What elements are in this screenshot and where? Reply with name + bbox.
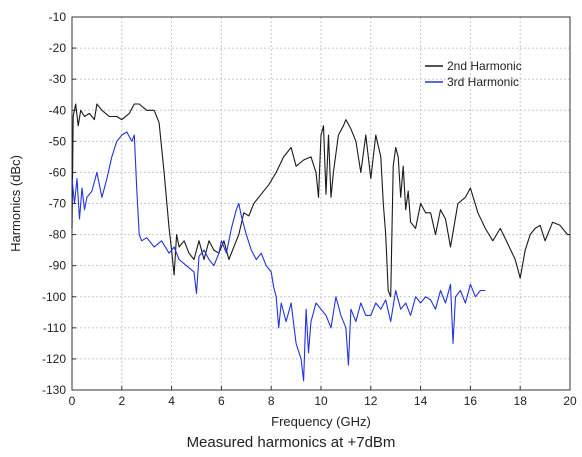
x-tick-label: 16 <box>464 394 478 408</box>
y-tick-label: -100 <box>42 290 66 304</box>
y-tick-label: -90 <box>49 259 67 273</box>
y-tick-label: -60 <box>49 165 67 179</box>
x-axis-label: Frequency (GHz) <box>271 414 371 429</box>
x-tick-label: 8 <box>268 394 275 408</box>
x-tick-label: 14 <box>414 394 428 408</box>
y-axis-label: Harmonics (dBc) <box>8 155 23 252</box>
x-tick-label: 10 <box>314 394 328 408</box>
y-tick-label: -50 <box>49 134 67 148</box>
y-tick-label: -70 <box>49 197 67 211</box>
y-tick-label: -10 <box>49 10 67 24</box>
x-tick-label: 4 <box>168 394 175 408</box>
legend-entry-label: 3rd Harmonic <box>447 75 519 89</box>
legend: 2nd Harmonic 3rd Harmonic <box>425 59 522 89</box>
series-lines <box>71 103 570 382</box>
legend-entry-label: 2nd Harmonic <box>447 59 522 73</box>
y-tick-label: -120 <box>42 352 66 366</box>
axis-ticks: 0 2 4 6 8 10 12 14 16 18 20 -10 -20 -30 -40 -50 -60 -70 -8… <box>42 10 577 408</box>
x-tick-label: 2 <box>118 394 125 408</box>
x-tick-label: 20 <box>563 394 577 408</box>
y-tick-label: -80 <box>49 228 67 242</box>
y-tick-label: -30 <box>49 72 67 86</box>
y-tick-label: -40 <box>49 103 67 117</box>
x-tick-label: 6 <box>218 394 225 408</box>
x-tick-label: 18 <box>514 394 528 408</box>
y-tick-label: -20 <box>49 41 67 55</box>
x-tick-label: 12 <box>364 394 378 408</box>
x-tick-label: 0 <box>69 394 76 408</box>
y-tick-label: -130 <box>42 383 66 397</box>
series-line-3rd-harmonic <box>71 131 486 382</box>
series-line-2nd-harmonic <box>71 103 570 298</box>
y-tick-label: -110 <box>43 321 66 335</box>
chart-caption: Measured harmonics at +7dBm <box>186 434 396 451</box>
